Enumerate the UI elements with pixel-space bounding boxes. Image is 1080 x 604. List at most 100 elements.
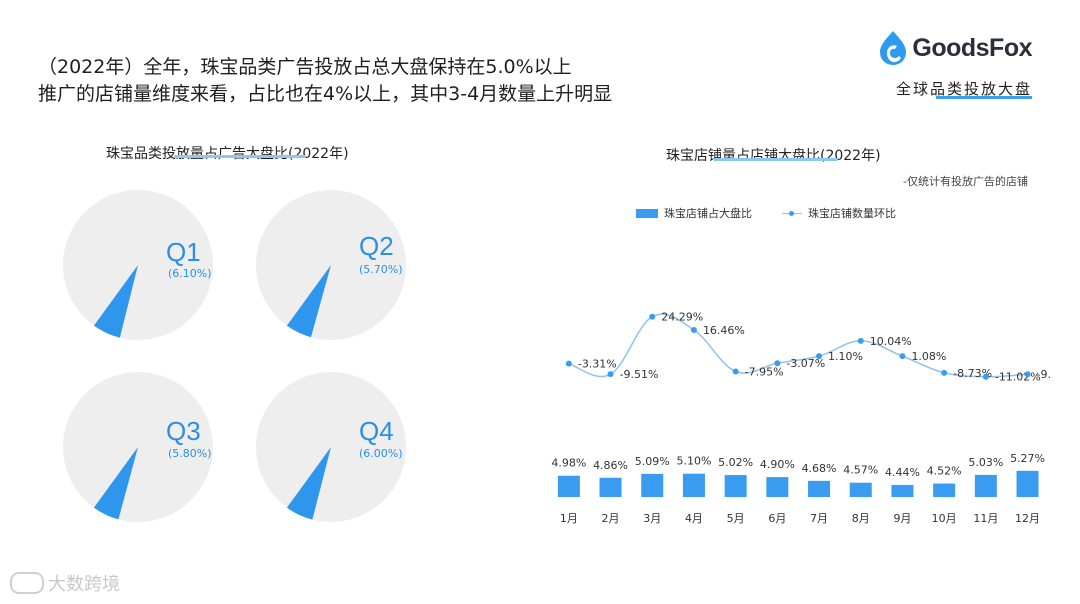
- brand-underline: [936, 96, 1032, 99]
- right-chart-legend: 珠宝店铺占大盘比 珠宝店铺数量环比: [636, 205, 896, 221]
- bar-3: [641, 473, 664, 497]
- legend-bar-label: 珠宝店铺占大盘比: [664, 207, 752, 220]
- bar-label-2: 4.86%: [593, 459, 628, 472]
- mom-point-12: [1024, 371, 1031, 378]
- pie-q2-percent: (5.70%): [359, 263, 403, 276]
- bar-9: [891, 484, 914, 497]
- mom-point-6: [774, 360, 781, 367]
- legend-line-label: 珠宝店铺数量环比: [808, 207, 896, 220]
- pie-q1-slice: [93, 265, 138, 338]
- brand-tagline: 全球品类投放大盘: [895, 80, 1032, 98]
- pie-q4-percent: (6.00%): [359, 447, 403, 460]
- right-chart-title: 珠宝店铺量占店铺大盘比(2022年): [666, 148, 881, 164]
- bar-2: [599, 477, 622, 497]
- pie-q4-svg: [256, 372, 406, 522]
- brand-logo: GoodsFox: [878, 30, 1032, 66]
- bar-5: [724, 475, 747, 497]
- bar-11: [974, 474, 997, 497]
- bar-label-5: 5.02%: [718, 456, 753, 469]
- headline: （2022年）全年，珠宝品类广告投放占总大盘保持在5.0%以上 推广的店铺量维度…: [38, 54, 612, 108]
- mom-label-4: 16.46%: [703, 324, 745, 337]
- bar-label-9: 4.44%: [885, 466, 920, 479]
- pie-q1: Q1 (6.10%): [63, 190, 213, 340]
- bar-label-12: 5.27%: [1010, 452, 1045, 465]
- mom-point-3: [649, 313, 656, 320]
- legend-bar-swatch: [636, 208, 658, 218]
- pie-q4-label: Q4: [359, 416, 394, 446]
- watermark-text: 大数跨境: [48, 574, 120, 595]
- mom-label-10: -8.73%: [953, 367, 992, 380]
- pie-q2-slice: [286, 265, 331, 338]
- bar-label-11: 5.03%: [968, 456, 1003, 469]
- bar-4: [682, 473, 705, 497]
- pie-q3-percent: (5.80%): [168, 447, 212, 460]
- pie-q4-slice: [286, 447, 331, 520]
- pie-q2-svg: [256, 190, 406, 340]
- mom-point-4: [690, 327, 697, 334]
- right-chart-note: -仅统计有投放广告的店铺: [903, 175, 1028, 188]
- pie-q3: Q3 (5.80%): [63, 372, 213, 522]
- x-tick-12: 12月: [1015, 512, 1040, 525]
- bar-label-7: 4.68%: [802, 462, 837, 475]
- mom-label-1: -3.31%: [578, 358, 617, 371]
- bar-label-3: 5.09%: [635, 455, 670, 468]
- pie-q2: Q2 (5.70%): [256, 190, 406, 340]
- bar-label-6: 4.90%: [760, 458, 795, 471]
- x-tick-5: 5月: [727, 512, 745, 525]
- x-tick-7: 7月: [810, 512, 828, 525]
- store-share-chart: 4.98% 1月 4.86% 2月 5.09% 3月 5.10% 4月 5.02% 5月 4.90%…: [551, 311, 1050, 525]
- pie-q3-slice: [93, 447, 138, 520]
- x-tick-8: 8月: [852, 512, 870, 525]
- bar-label-10: 4.52%: [927, 465, 962, 478]
- left-chart-title-underline: [174, 155, 306, 158]
- mom-label-2: -9.51%: [620, 368, 659, 381]
- mom-point-7: [816, 353, 823, 360]
- x-tick-1: 1月: [560, 512, 578, 525]
- mom-point-11: [982, 373, 989, 380]
- mom-label-12: -9.53%: [1037, 368, 1050, 381]
- pie-q1-svg: [63, 190, 213, 340]
- x-tick-11: 11月: [973, 512, 998, 525]
- pie-q2-label: Q2: [359, 231, 394, 261]
- mom-point-10: [941, 369, 948, 376]
- watermark-logo-icon: [10, 572, 44, 594]
- bar-10: [933, 483, 956, 497]
- headline-line-1: （2022年）全年，珠宝品类广告投放占总大盘保持在5.0%以上: [38, 56, 572, 78]
- pie-q4: Q4 (6.00%): [256, 372, 406, 522]
- fox-drop-icon: [880, 31, 907, 65]
- legend-line-swatch: [782, 209, 802, 218]
- mom-point-1: [565, 360, 572, 367]
- mom-point-8: [857, 337, 864, 344]
- bar-7: [808, 480, 831, 497]
- mom-label-8: 10.04%: [870, 335, 912, 348]
- headline-line-2: 推广的店铺量维度来看，占比也在4%以上，其中3-4月数量上升明显: [38, 83, 613, 105]
- x-tick-4: 4月: [685, 512, 703, 525]
- mom-label-7: 1.10%: [828, 350, 863, 363]
- mom-label-9: 1.08%: [911, 350, 946, 363]
- right-chart-title-underline: [714, 158, 838, 161]
- pie-q3-svg: [63, 372, 213, 522]
- brand-block: GoodsFox 全球品类投放大盘: [857, 26, 1032, 106]
- bar-12: [1016, 470, 1039, 497]
- bar-8: [849, 482, 872, 497]
- mom-label-5: -7.95%: [745, 366, 784, 379]
- mom-label-6: -3.07%: [786, 357, 825, 370]
- mom-label-3: 24.29%: [661, 311, 703, 324]
- mom-point-2: [607, 371, 614, 378]
- bar-label-4: 5.10%: [676, 455, 711, 468]
- left-chart-title: 珠宝品类投放量占广告大盘比(2022年): [106, 146, 349, 162]
- bar-6: [766, 477, 789, 497]
- pie-q1-label: Q1: [166, 237, 201, 267]
- brand-name: GoodsFox: [912, 33, 1032, 62]
- pie-q3-label: Q3: [166, 416, 201, 446]
- mom-point-9: [899, 353, 906, 360]
- watermark: 大数跨境: [10, 570, 120, 596]
- mom-point-5: [732, 368, 739, 375]
- x-tick-6: 6月: [768, 512, 786, 525]
- pie-q1-percent: (6.10%): [168, 267, 212, 280]
- x-tick-10: 10月: [932, 512, 957, 525]
- x-tick-9: 9月: [893, 512, 911, 525]
- bar-label-1: 4.98%: [551, 457, 586, 470]
- bar-1: [557, 475, 580, 497]
- x-tick-2: 2月: [602, 512, 620, 525]
